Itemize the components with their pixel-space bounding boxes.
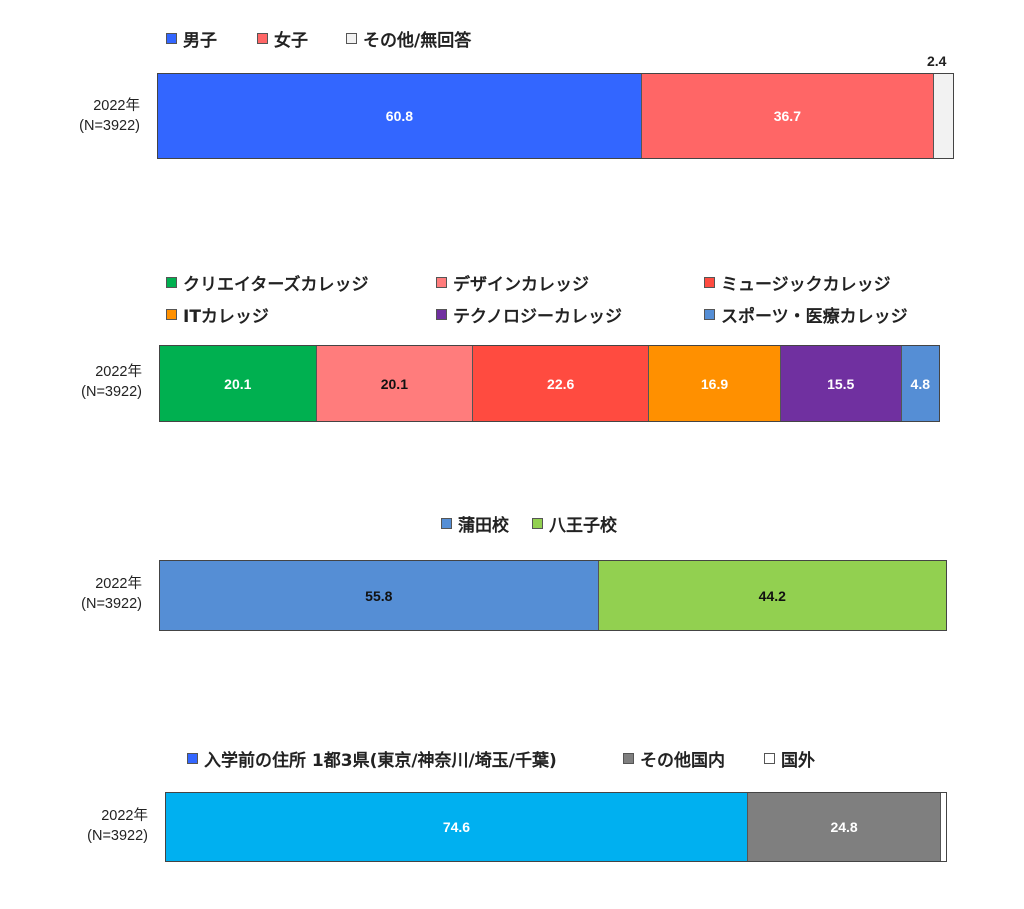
data-label: 60.8 <box>385 108 414 124</box>
bar-segment: 44.2 <box>598 561 946 630</box>
data-label: 36.7 <box>773 108 801 124</box>
legend-swatch <box>166 277 177 288</box>
legend-label: ミュージックカレッジ <box>721 275 891 295</box>
legend-label: 八王子校 <box>549 516 617 536</box>
category-label: 2022年 (N=3922) <box>42 574 142 614</box>
category-label: 2022年 (N=3922) <box>42 362 142 402</box>
legend-label: デザインカレッジ <box>453 275 589 295</box>
bar-segment: 55.8 <box>160 561 599 630</box>
legend-label: 男子 <box>183 31 217 51</box>
legend-swatch <box>346 33 357 44</box>
legend-swatch <box>764 753 775 764</box>
bar-segment: 20.1 <box>316 346 474 421</box>
legend-item-kamata: 蒲田校 <box>441 511 509 536</box>
stacked-bar: 60.8 36.7 <box>157 73 954 159</box>
bar-segment <box>933 74 953 158</box>
legend-item-domestic-other: その他国内 <box>623 746 725 771</box>
category-year: 2022年 <box>95 576 142 592</box>
bar-segment: 22.6 <box>473 346 650 421</box>
data-label: 74.6 <box>442 819 471 835</box>
legend-item-music: ミュージックカレッジ <box>704 270 891 295</box>
bar-segment: 36.7 <box>641 74 934 158</box>
legend-swatch <box>704 309 715 320</box>
data-label: 44.2 <box>758 587 786 604</box>
bar-segment: 4.8 <box>901 346 939 421</box>
bar-segment: 74.6 <box>166 793 748 861</box>
data-label: 24.8 <box>830 819 858 835</box>
legend-label: テクノロジーカレッジ <box>453 307 622 327</box>
data-label: 15.5 <box>827 375 855 392</box>
category-label: 2022年 (N=3922) <box>48 806 148 846</box>
category-year: 2022年 <box>93 98 140 114</box>
legend-swatch <box>166 33 177 44</box>
legend-item-hachioji: 八王子校 <box>532 511 617 536</box>
legend-item-male: 男子 <box>166 26 217 51</box>
data-label: 4.8 <box>910 375 930 392</box>
category-n: (N=3922) <box>81 596 142 612</box>
legend-label: スポーツ・医療カレッジ <box>721 307 908 327</box>
legend-item-design: デザインカレッジ <box>436 270 589 295</box>
category-label: 2022年 (N=3922) <box>40 96 140 136</box>
legend-swatch <box>436 309 447 320</box>
legend-label: クリエイターズカレッジ <box>183 275 369 295</box>
legend-swatch <box>257 33 268 44</box>
category-year: 2022年 <box>101 808 148 824</box>
legend-label: その他国内 <box>640 751 725 771</box>
legend-label: ITカレッジ <box>183 307 269 327</box>
legend-item-it: ITカレッジ <box>166 302 269 327</box>
legend-swatch <box>187 753 198 764</box>
bar-segment: 24.8 <box>747 793 942 861</box>
stacked-bar: 74.6 24.8 <box>165 792 947 862</box>
category-n: (N=3922) <box>87 828 148 844</box>
bar-segment: 60.8 <box>158 74 642 158</box>
legend-label: 入学前の住所 1都3県(東京/神奈川/埼玉/千葉) <box>204 751 557 771</box>
data-label: 22.6 <box>547 375 575 392</box>
legend-item-other: その他/無回答 <box>346 26 471 51</box>
legend-item-sports-medical: スポーツ・医療カレッジ <box>704 302 908 327</box>
legend-label: その他/無回答 <box>363 31 472 51</box>
legend-item-technology: テクノロジーカレッジ <box>436 302 622 327</box>
legend-label: 国外 <box>781 751 815 771</box>
legend-swatch <box>704 277 715 288</box>
legend-label: 蒲田校 <box>458 516 509 536</box>
legend-item-overseas: 国外 <box>764 746 815 771</box>
stacked-bar: 20.1 20.1 22.6 16.9 15.5 4.8 <box>159 345 940 422</box>
data-label: 20.1 <box>224 375 252 392</box>
bar-segment: 20.1 <box>160 346 317 421</box>
legend-label: 女子 <box>274 31 308 51</box>
legend-swatch <box>623 753 634 764</box>
legend-swatch <box>166 309 177 320</box>
bar-segment: 16.9 <box>649 346 781 421</box>
legend-swatch <box>532 518 543 529</box>
legend-item-metro: 入学前の住所 1都3県(東京/神奈川/埼玉/千葉) <box>187 746 557 771</box>
legend-item-creators: クリエイターズカレッジ <box>166 270 368 295</box>
data-label: 16.9 <box>700 375 729 392</box>
data-label: 55.8 <box>365 587 393 604</box>
category-year: 2022年 <box>95 364 142 380</box>
category-n: (N=3922) <box>81 384 142 400</box>
category-n: (N=3922) <box>79 118 140 134</box>
stacked-bar: 55.8 44.2 <box>159 560 947 631</box>
data-label-other: 2.4 <box>927 53 947 69</box>
data-label: 20.1 <box>380 375 408 392</box>
bar-segment: 15.5 <box>780 346 902 421</box>
bar-segment <box>941 793 946 861</box>
legend-swatch <box>436 277 447 288</box>
legend-swatch <box>441 518 452 529</box>
legend-item-female: 女子 <box>257 26 308 51</box>
